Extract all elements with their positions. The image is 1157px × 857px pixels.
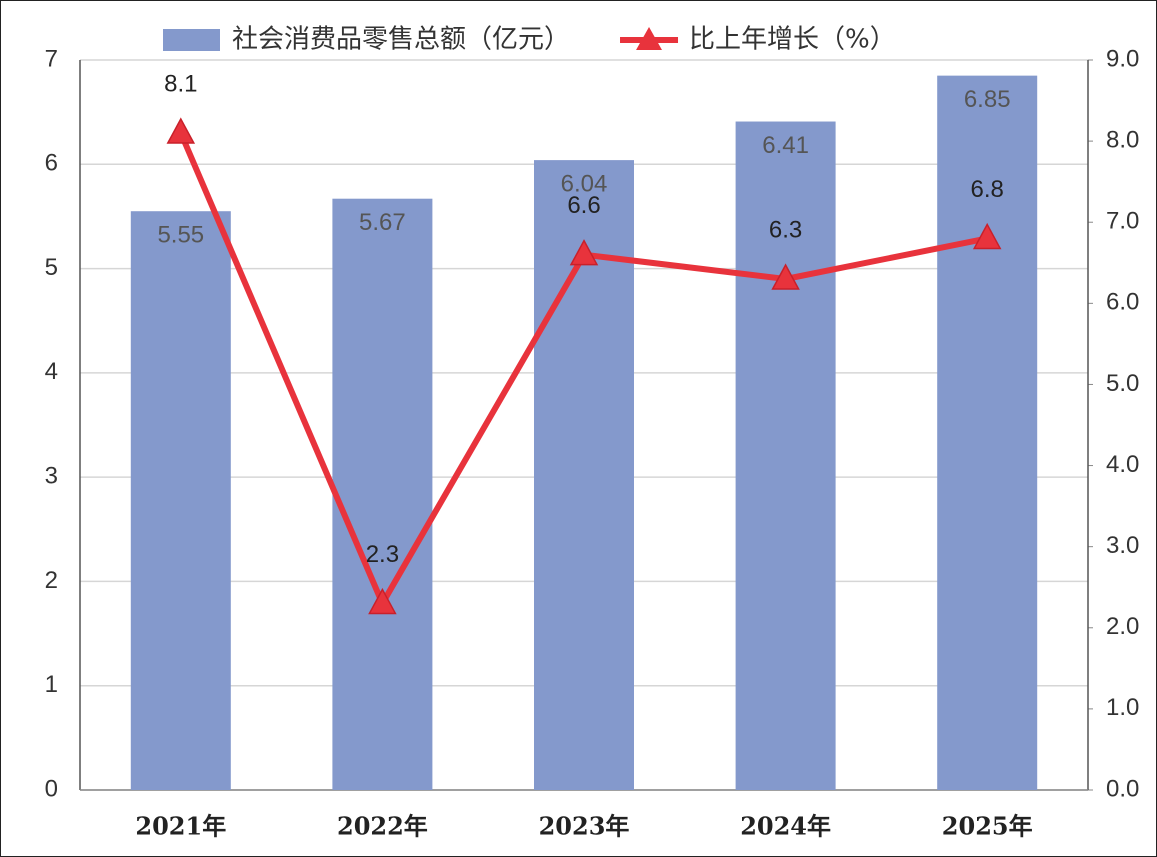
y-tick-label: 5 (45, 254, 58, 281)
y2-tick-label: 6.0 (1106, 289, 1139, 316)
y-tick-label: 3 (45, 462, 58, 489)
y2-tick-label: 7.0 (1106, 208, 1139, 235)
y-tick-label: 7 (45, 45, 58, 72)
line-marker (972, 222, 1002, 250)
y-tick-label: 4 (45, 358, 58, 385)
x-tick-label: 2021年 (135, 812, 226, 841)
x-tick-label: 2025年 (942, 812, 1033, 841)
legend-swatch (163, 29, 220, 51)
y-tick-label: 2 (45, 567, 58, 594)
line-marker (368, 587, 397, 615)
y2-tick-label: 5.0 (1106, 370, 1139, 397)
line-marker (771, 263, 800, 290)
x-tick-label: 2023年 (539, 812, 630, 841)
x-tick-label: 2024年 (740, 812, 831, 841)
line-value-label: 6.6 (567, 192, 600, 219)
y-tick-label: 0 (45, 775, 58, 802)
x-tick-label: 2022年 (337, 812, 428, 841)
y2-tick-label: 2.0 (1106, 613, 1139, 640)
legend-swatch-marker (636, 27, 663, 50)
y2-tick-label: 0.0 (1106, 775, 1139, 802)
line-value-label: 2.3 (366, 541, 399, 568)
y2-tick-label: 1.0 (1106, 694, 1139, 721)
bar (937, 75, 1038, 790)
y2-tick-label: 9.0 (1106, 45, 1139, 72)
bar-value-label: 6.04 (561, 170, 608, 197)
y2-tick-label: 4.0 (1106, 451, 1139, 478)
line-marker (569, 239, 599, 266)
line-value-label: 6.8 (971, 176, 1004, 203)
y2-tick-label: 3.0 (1106, 532, 1139, 559)
bar-value-label: 5.55 (157, 222, 204, 249)
bar-value-label: 6.85 (964, 86, 1011, 113)
bar-value-label: 6.41 (762, 132, 809, 159)
line-value-label: 8.1 (164, 70, 197, 97)
y-tick-label: 1 (45, 671, 58, 698)
bar (332, 198, 433, 790)
bar (130, 211, 231, 790)
line-value-label: 6.3 (769, 216, 802, 243)
bar (735, 121, 836, 791)
legend-label: 比上年增长（%） (689, 25, 896, 55)
y-tick-label: 6 (45, 150, 58, 177)
y2-tick-label: 8.0 (1106, 126, 1139, 153)
line-marker (166, 117, 196, 144)
legend-label: 社会消费品零售总额（亿元） (232, 25, 570, 55)
bar-value-label: 5.67 (359, 209, 406, 236)
